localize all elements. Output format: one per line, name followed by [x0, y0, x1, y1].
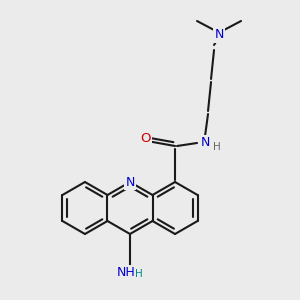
- Text: NH: NH: [117, 266, 135, 278]
- Text: H: H: [135, 269, 143, 279]
- Text: N: N: [214, 28, 224, 41]
- Text: N: N: [200, 136, 210, 149]
- Text: O: O: [140, 131, 150, 145]
- Text: N: N: [125, 176, 135, 188]
- Text: H: H: [213, 142, 221, 152]
